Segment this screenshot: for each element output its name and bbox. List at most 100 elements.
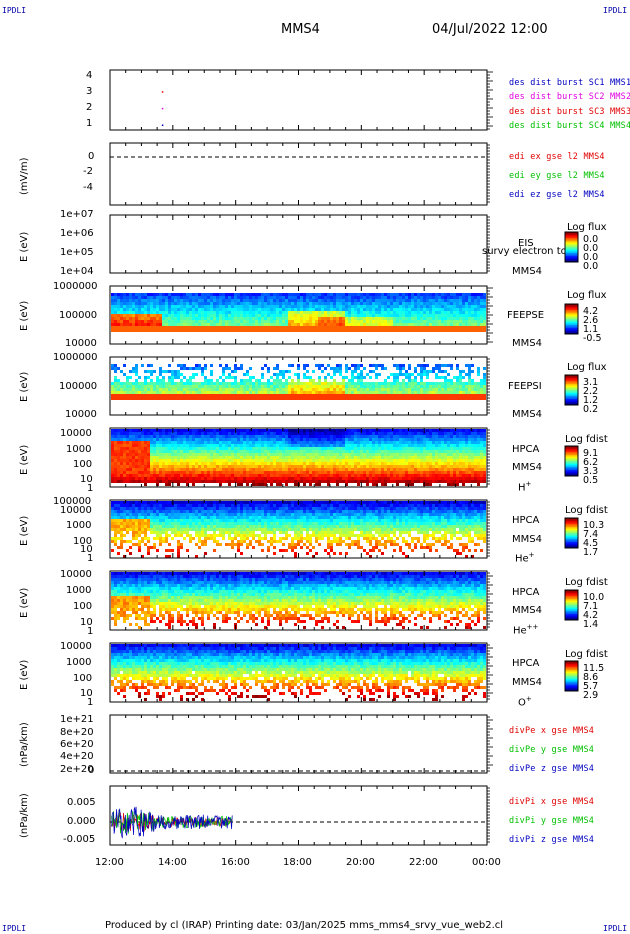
spectrogram-cell bbox=[264, 397, 267, 400]
spectrogram-cell bbox=[444, 450, 447, 453]
spectrogram-cell bbox=[381, 468, 384, 471]
spectrogram-cell bbox=[285, 435, 288, 438]
spectrogram-cell bbox=[135, 379, 138, 382]
spectrogram-cell bbox=[243, 302, 246, 305]
spectrogram-cell bbox=[213, 444, 216, 447]
spectrogram-cell bbox=[429, 465, 432, 468]
spectrogram-cell bbox=[228, 459, 231, 462]
spectrogram-cell bbox=[345, 305, 348, 308]
spectrogram-cell bbox=[312, 397, 315, 400]
spectrogram-cell bbox=[324, 376, 327, 379]
spectrogram-cell bbox=[378, 302, 381, 305]
spectrogram-cell bbox=[363, 432, 366, 435]
spectrogram-cell bbox=[408, 305, 411, 308]
spectrogram-cell bbox=[303, 435, 306, 438]
spectrogram-cell bbox=[315, 317, 318, 320]
spectrogram-cell bbox=[192, 438, 195, 441]
spectrogram-cell bbox=[321, 432, 324, 435]
spectrogram-cell bbox=[258, 480, 261, 483]
spectrogram-cell bbox=[288, 441, 291, 444]
spectrogram-cell bbox=[306, 432, 309, 435]
spectrogram-cell bbox=[435, 308, 438, 311]
spectrogram-cell bbox=[399, 317, 402, 320]
spectrogram-cell bbox=[357, 447, 360, 450]
spectrogram-cell bbox=[327, 296, 330, 299]
spectrogram-cell bbox=[387, 329, 390, 332]
spectrogram-cell bbox=[453, 438, 456, 441]
spectrogram-cell bbox=[279, 438, 282, 441]
spectrogram-cell bbox=[324, 317, 327, 320]
spectrogram-cell bbox=[138, 462, 141, 465]
spectrogram-cell bbox=[459, 302, 462, 305]
spectrogram-cell bbox=[285, 468, 288, 471]
spectrogram-cell bbox=[393, 305, 396, 308]
spectrogram-cell bbox=[231, 314, 234, 317]
spectrogram-cell bbox=[426, 468, 429, 471]
spectrogram-cell bbox=[132, 447, 135, 450]
spectrogram-cell bbox=[153, 388, 156, 391]
spectrogram-cell bbox=[300, 308, 303, 311]
spectrogram-cell bbox=[246, 308, 249, 311]
spectrogram-cell bbox=[324, 480, 327, 483]
spectrogram-cell bbox=[240, 388, 243, 391]
spectrogram-cell bbox=[291, 314, 294, 317]
spectrogram-cell bbox=[306, 296, 309, 299]
spectrogram-cell bbox=[324, 450, 327, 453]
spectrogram-cell bbox=[360, 326, 363, 329]
spectrogram-cell bbox=[111, 367, 114, 370]
spectrogram-cell bbox=[117, 441, 120, 444]
spectrogram-cell bbox=[249, 480, 252, 483]
spectrogram-cell bbox=[174, 382, 177, 385]
spectrogram-cell bbox=[243, 397, 246, 400]
spectrogram-cell bbox=[366, 302, 369, 305]
spectrogram-cell bbox=[327, 317, 330, 320]
spectrogram-cell bbox=[450, 462, 453, 465]
spectrogram-cell bbox=[384, 379, 387, 382]
spectrogram-cell bbox=[123, 480, 126, 483]
spectrogram-cell bbox=[411, 441, 414, 444]
spectrogram-cell bbox=[189, 468, 192, 471]
spectrogram-cell bbox=[354, 444, 357, 447]
spectrogram-cell bbox=[138, 299, 141, 302]
spectrogram-cell bbox=[465, 364, 468, 367]
spectrogram-cell bbox=[336, 385, 339, 388]
spectrogram-cell bbox=[171, 444, 174, 447]
spectrogram-cell bbox=[234, 326, 237, 329]
spectrogram-cell bbox=[435, 314, 438, 317]
spectrogram-cell bbox=[390, 397, 393, 400]
spectrogram-cell bbox=[141, 429, 144, 432]
spectrogram-cell bbox=[168, 432, 171, 435]
spectrogram-cell bbox=[201, 474, 204, 477]
spectrogram-cell bbox=[318, 471, 321, 474]
spectrogram-cell bbox=[204, 435, 207, 438]
spectrogram-cell bbox=[153, 305, 156, 308]
spectrogram-cell bbox=[228, 329, 231, 332]
spectrogram-cell bbox=[402, 296, 405, 299]
spectrogram-cell bbox=[252, 471, 255, 474]
spectrogram-cell bbox=[426, 299, 429, 302]
spectrogram-cell bbox=[255, 329, 258, 332]
spectrogram-cell bbox=[438, 462, 441, 465]
spectrogram-cell bbox=[168, 483, 171, 486]
spectrogram-cell bbox=[423, 308, 426, 311]
spectrogram-cell bbox=[324, 459, 327, 462]
spectrogram-cell bbox=[447, 388, 450, 391]
spectrogram-cell bbox=[396, 432, 399, 435]
spectrogram-cell bbox=[117, 480, 120, 483]
spectrogram-cell bbox=[240, 382, 243, 385]
spectrogram-cell bbox=[183, 305, 186, 308]
spectrogram-cell bbox=[189, 326, 192, 329]
spectrogram-cell bbox=[210, 450, 213, 453]
spectrogram-cell bbox=[465, 388, 468, 391]
spectrogram-cell bbox=[222, 373, 225, 376]
spectrogram-cell bbox=[366, 480, 369, 483]
spectrogram-cell bbox=[237, 323, 240, 326]
spectrogram-cell bbox=[456, 296, 459, 299]
spectrogram-cell bbox=[327, 305, 330, 308]
spectrogram-cell bbox=[261, 438, 264, 441]
spectrogram-cell bbox=[405, 432, 408, 435]
spectrogram-cell bbox=[120, 435, 123, 438]
spectrogram-cell bbox=[387, 293, 390, 296]
spectrogram-cell bbox=[321, 296, 324, 299]
spectrogram-cell bbox=[339, 296, 342, 299]
